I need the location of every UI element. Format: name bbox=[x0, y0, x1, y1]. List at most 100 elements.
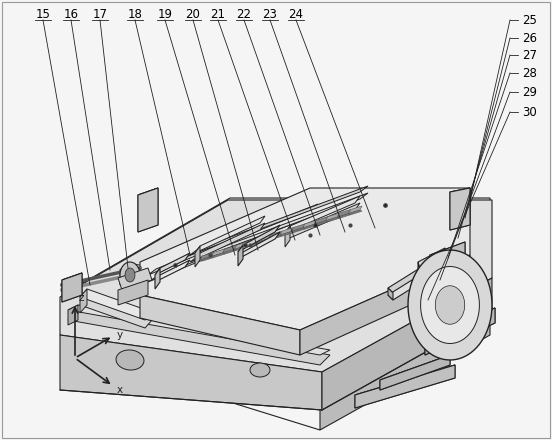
Polygon shape bbox=[348, 210, 362, 215]
Polygon shape bbox=[269, 231, 282, 238]
Text: 28: 28 bbox=[523, 66, 538, 80]
Text: y: y bbox=[117, 330, 123, 340]
Polygon shape bbox=[246, 238, 259, 246]
Polygon shape bbox=[118, 280, 148, 305]
Polygon shape bbox=[155, 268, 160, 289]
Polygon shape bbox=[155, 260, 190, 282]
Polygon shape bbox=[200, 257, 214, 261]
Text: x: x bbox=[117, 385, 123, 395]
Polygon shape bbox=[388, 275, 425, 300]
Text: 22: 22 bbox=[236, 7, 252, 21]
Polygon shape bbox=[450, 188, 470, 230]
Polygon shape bbox=[355, 365, 455, 408]
Polygon shape bbox=[269, 235, 282, 240]
Polygon shape bbox=[120, 263, 128, 285]
Polygon shape bbox=[118, 268, 152, 290]
Polygon shape bbox=[62, 273, 82, 302]
Text: 15: 15 bbox=[35, 7, 50, 21]
Text: 21: 21 bbox=[210, 7, 226, 21]
Text: 16: 16 bbox=[63, 7, 78, 21]
Polygon shape bbox=[138, 188, 158, 232]
Polygon shape bbox=[408, 250, 492, 360]
Polygon shape bbox=[418, 262, 421, 286]
Polygon shape bbox=[257, 238, 270, 243]
Polygon shape bbox=[326, 213, 339, 221]
Polygon shape bbox=[234, 242, 248, 249]
Polygon shape bbox=[380, 355, 450, 390]
Ellipse shape bbox=[116, 350, 144, 370]
Polygon shape bbox=[195, 216, 265, 253]
Polygon shape bbox=[388, 268, 425, 293]
Polygon shape bbox=[348, 206, 362, 213]
Polygon shape bbox=[68, 305, 330, 355]
Polygon shape bbox=[68, 305, 78, 325]
Polygon shape bbox=[211, 253, 225, 258]
Polygon shape bbox=[223, 245, 236, 253]
Text: 20: 20 bbox=[185, 7, 200, 21]
Polygon shape bbox=[291, 228, 305, 233]
Polygon shape bbox=[418, 248, 448, 274]
Polygon shape bbox=[320, 280, 490, 430]
Polygon shape bbox=[195, 246, 200, 267]
Polygon shape bbox=[425, 308, 495, 355]
Polygon shape bbox=[450, 188, 470, 230]
Ellipse shape bbox=[250, 363, 270, 377]
Polygon shape bbox=[190, 193, 368, 262]
Polygon shape bbox=[450, 188, 470, 192]
Polygon shape bbox=[337, 213, 351, 218]
Polygon shape bbox=[246, 242, 259, 247]
Polygon shape bbox=[430, 242, 465, 273]
Polygon shape bbox=[62, 273, 82, 302]
Polygon shape bbox=[62, 350, 320, 430]
Polygon shape bbox=[80, 297, 152, 328]
Text: 19: 19 bbox=[157, 7, 172, 21]
Text: 29: 29 bbox=[523, 85, 538, 99]
Polygon shape bbox=[195, 306, 267, 337]
Polygon shape bbox=[436, 286, 465, 324]
Polygon shape bbox=[155, 253, 190, 275]
Polygon shape bbox=[62, 198, 490, 375]
Polygon shape bbox=[148, 204, 318, 275]
Polygon shape bbox=[120, 262, 140, 288]
Polygon shape bbox=[314, 217, 328, 224]
Polygon shape bbox=[388, 288, 393, 300]
Polygon shape bbox=[421, 267, 479, 344]
Polygon shape bbox=[60, 335, 322, 410]
Polygon shape bbox=[223, 249, 236, 254]
Text: z: z bbox=[78, 293, 84, 303]
Text: 30: 30 bbox=[523, 106, 538, 118]
Polygon shape bbox=[80, 289, 152, 320]
Polygon shape bbox=[238, 245, 243, 266]
Polygon shape bbox=[195, 223, 265, 260]
Polygon shape bbox=[337, 209, 351, 217]
Polygon shape bbox=[380, 355, 450, 390]
Polygon shape bbox=[190, 186, 368, 255]
Text: 27: 27 bbox=[523, 48, 538, 62]
Polygon shape bbox=[60, 200, 492, 372]
Polygon shape bbox=[322, 278, 492, 410]
Polygon shape bbox=[238, 225, 280, 252]
Polygon shape bbox=[280, 231, 294, 236]
Text: 26: 26 bbox=[523, 32, 538, 44]
Polygon shape bbox=[303, 224, 316, 229]
Text: 17: 17 bbox=[93, 7, 108, 21]
Polygon shape bbox=[138, 188, 158, 232]
Polygon shape bbox=[211, 249, 225, 257]
Polygon shape bbox=[425, 308, 495, 355]
Polygon shape bbox=[303, 220, 316, 228]
Polygon shape bbox=[425, 308, 495, 340]
Polygon shape bbox=[120, 270, 368, 320]
Polygon shape bbox=[200, 253, 214, 260]
Polygon shape bbox=[380, 355, 450, 380]
Polygon shape bbox=[140, 188, 470, 330]
Polygon shape bbox=[285, 226, 290, 247]
Polygon shape bbox=[148, 212, 318, 282]
Polygon shape bbox=[430, 260, 465, 289]
Polygon shape bbox=[355, 365, 455, 408]
Text: 24: 24 bbox=[289, 7, 304, 21]
Polygon shape bbox=[138, 188, 158, 195]
Polygon shape bbox=[285, 203, 360, 240]
Polygon shape bbox=[125, 268, 135, 282]
Polygon shape bbox=[314, 221, 328, 225]
Polygon shape bbox=[280, 227, 294, 235]
